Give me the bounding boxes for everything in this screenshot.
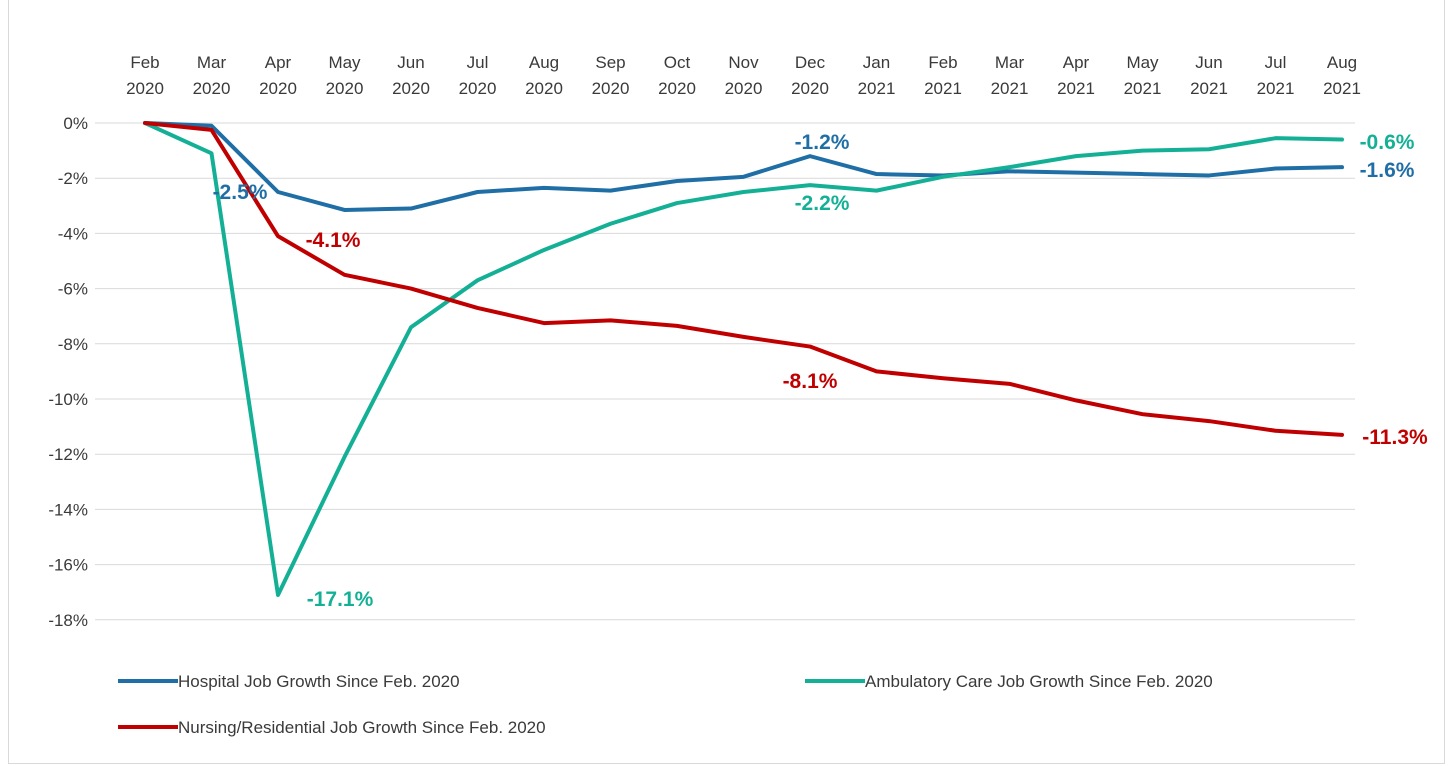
y-tick-label: -2% bbox=[58, 169, 88, 188]
y-axis-ticks: 0% -2% -4% -6% -8% -10% -12% -14% -16% -18% bbox=[48, 114, 88, 630]
data-label: -4.1% bbox=[306, 229, 361, 252]
x-tick-label: May 2021 bbox=[1124, 53, 1162, 98]
x-tick-label: Apr 2021 bbox=[1057, 53, 1095, 98]
series-lines bbox=[143, 121, 1344, 597]
legend-label: Hospital Job Growth Since Feb. 2020 bbox=[178, 672, 460, 691]
y-tick-label: -16% bbox=[48, 556, 88, 575]
data-label: -1.6% bbox=[1360, 159, 1415, 182]
data-label: -8.1% bbox=[783, 370, 838, 393]
x-tick-label: Apr 2020 bbox=[259, 53, 297, 98]
x-tick-label: May 2020 bbox=[326, 53, 364, 98]
data-label: -11.3% bbox=[1362, 426, 1428, 449]
x-axis-ticks: Feb 2020 Mar 2020 Apr 2020 May 2020 Jun 2020 Jul 20… bbox=[126, 53, 1361, 98]
x-tick-label: Feb 2020 bbox=[126, 53, 164, 98]
x-tick-label: Oct 2020 bbox=[658, 53, 696, 98]
series-line-0 bbox=[143, 121, 1344, 212]
x-tick-label: Sep 2020 bbox=[592, 53, 630, 98]
legend: Hospital Job Growth Since Feb. 2020 Ambul… bbox=[118, 672, 1213, 737]
y-tick-label: -12% bbox=[48, 445, 88, 464]
x-tick-label: Dec 2020 bbox=[791, 53, 829, 98]
chart-frame bbox=[8, 0, 1445, 764]
x-tick-label: Jun 2020 bbox=[392, 53, 430, 98]
series-line-2 bbox=[143, 121, 1344, 437]
y-tick-label: -14% bbox=[48, 500, 88, 519]
data-label: -1.2% bbox=[795, 131, 850, 154]
data-label: -17.1% bbox=[307, 588, 374, 611]
y-tick-label: -10% bbox=[48, 390, 88, 409]
gridlines bbox=[95, 122, 1355, 621]
legend-label: Nursing/Residential Job Growth Since Feb… bbox=[178, 718, 546, 737]
data-label: -0.6% bbox=[1360, 131, 1415, 154]
x-tick-label: Nov 2020 bbox=[725, 53, 763, 98]
x-tick-label: Jul 2021 bbox=[1257, 53, 1295, 98]
legend-label: Ambulatory Care Job Growth Since Feb. 20… bbox=[865, 672, 1213, 691]
y-tick-label: -4% bbox=[58, 224, 88, 243]
data-label: -2.5% bbox=[213, 181, 268, 204]
y-tick-label: -6% bbox=[58, 280, 88, 299]
data-label: -2.2% bbox=[795, 192, 850, 215]
y-tick-label: -18% bbox=[48, 611, 88, 630]
x-tick-label: Mar 2020 bbox=[193, 53, 231, 98]
x-tick-label: Aug 2020 bbox=[525, 53, 563, 98]
series-line-1 bbox=[143, 121, 1344, 597]
x-tick-label: Mar 2021 bbox=[991, 53, 1029, 98]
x-tick-label: Jan 2021 bbox=[858, 53, 896, 98]
y-tick-label: -8% bbox=[58, 335, 88, 354]
data-labels: -2.5% -1.2% -1.6% -17.1% -2.2% -0.6% -4.1% -8.1… bbox=[213, 131, 1428, 611]
x-tick-label: Aug 2021 bbox=[1323, 53, 1361, 98]
x-tick-label: Jul 2020 bbox=[459, 53, 497, 98]
y-tick-label: 0% bbox=[63, 114, 88, 133]
x-tick-label: Jun 2021 bbox=[1190, 53, 1228, 98]
x-tick-label: Feb 2021 bbox=[924, 53, 962, 98]
